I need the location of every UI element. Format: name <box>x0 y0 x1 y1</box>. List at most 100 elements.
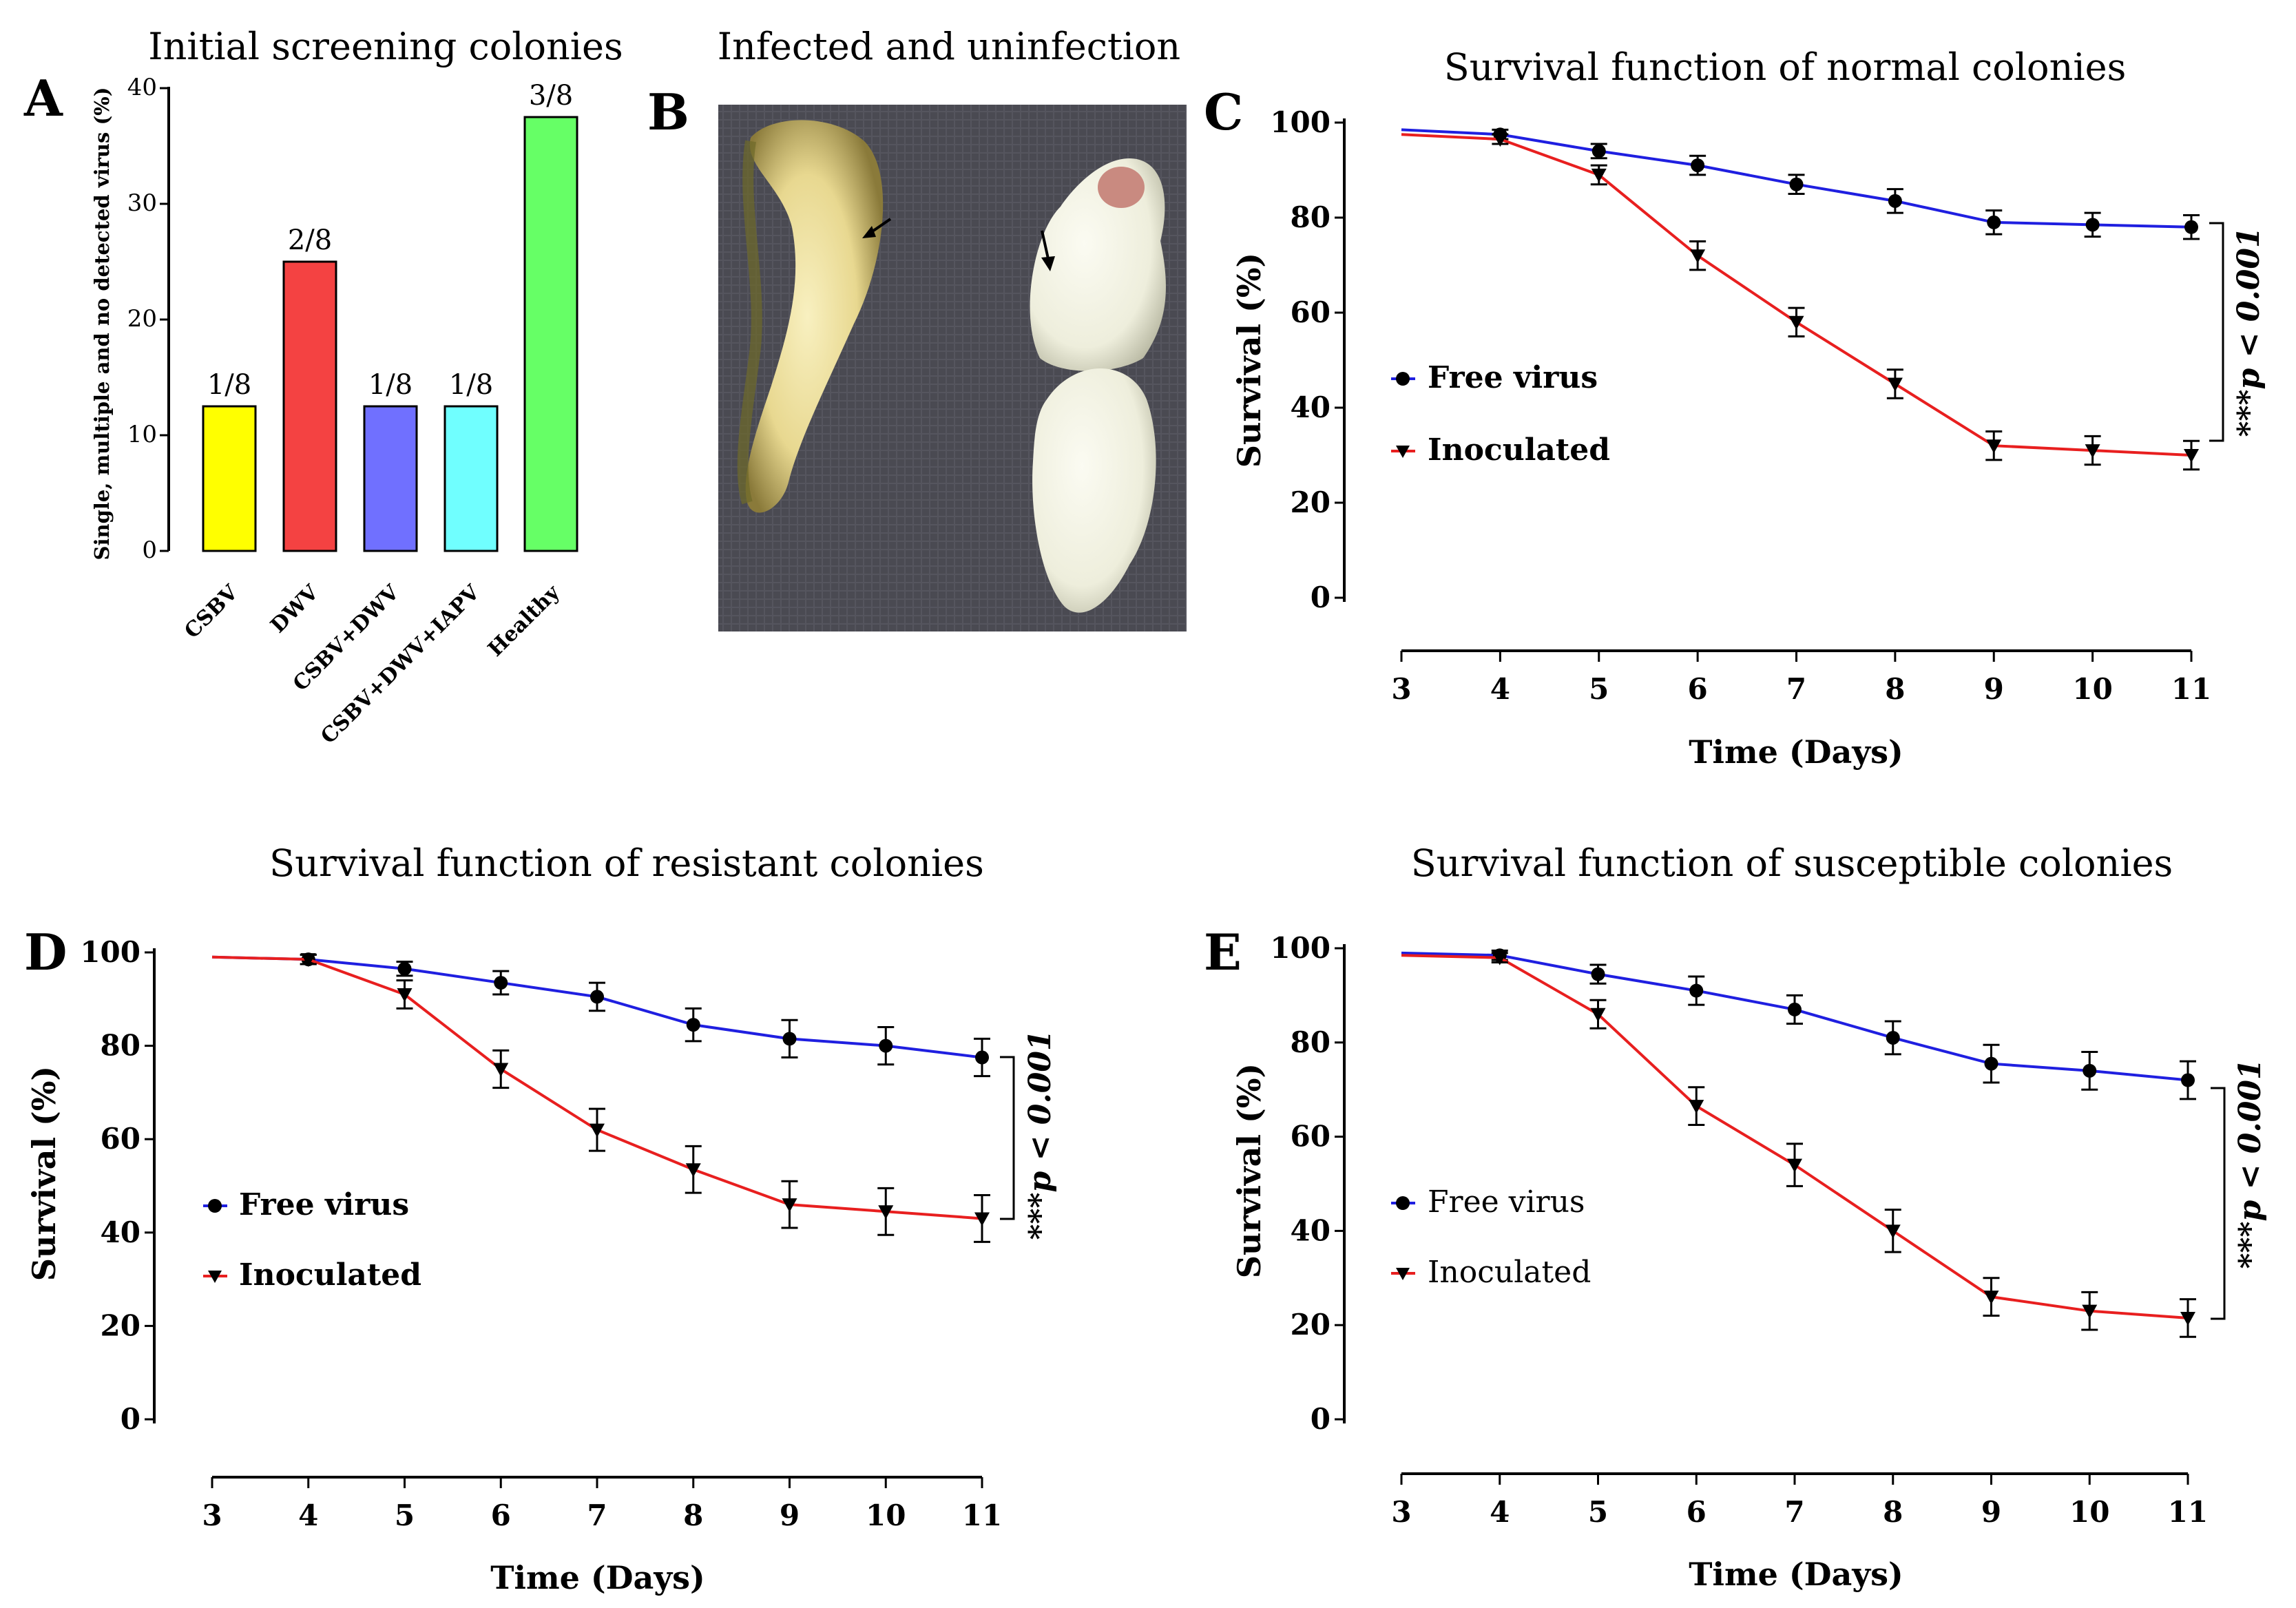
point-free-virus <box>2181 1073 2195 1087</box>
panel-c-survival-chart: Survival (%) Time (Days) Free virus Inoc… <box>1231 105 2266 771</box>
panel-letter-e: E <box>1204 923 1242 981</box>
point-free-virus <box>879 1038 893 1053</box>
y-tick-label: 0 <box>1311 1402 1330 1436</box>
panel-letter-d: D <box>24 923 67 981</box>
x-tick-label: 9 <box>780 1499 800 1532</box>
x-tick-label: 8 <box>683 1499 703 1532</box>
panel-letter-b: B <box>647 83 689 141</box>
point-inoculated <box>1887 377 1903 392</box>
x-tick-label: 4 <box>1490 1495 1510 1529</box>
point-free-virus <box>397 961 412 976</box>
point-inoculated <box>2184 449 2199 463</box>
panel-b-title: Infected and uninfection <box>718 25 1180 68</box>
x-tick-label: 11 <box>2168 1495 2208 1529</box>
panel-d-survival-chart: Survival (%) Time (Days) Free virus Inoc… <box>25 935 1058 1596</box>
bar-data-label: 3/8 <box>529 80 573 112</box>
point-free-virus <box>494 976 508 990</box>
bar-dwv <box>282 260 337 552</box>
point-inoculated <box>300 953 316 968</box>
point-free-virus <box>1788 1002 1802 1016</box>
point-inoculated <box>397 988 413 1003</box>
y-tick-label: 60 <box>1291 295 1330 329</box>
x-tick-label: 4 <box>298 1499 318 1532</box>
panel-a-y-axis-label: Single, multiple and no detected virus (… <box>90 87 114 561</box>
bar-data-label: 1/8 <box>368 369 413 401</box>
point-inoculated <box>1986 439 2002 454</box>
panel-e-legend-free-label: Free virus <box>1428 1184 1585 1220</box>
point-inoculated <box>1690 249 1706 264</box>
uninfected-pupa-top <box>1030 158 1166 371</box>
point-free-virus <box>975 1050 989 1065</box>
y-tick-label: 80 <box>1291 1025 1330 1059</box>
point-free-virus <box>1689 983 1704 998</box>
y-tick-label: 0 <box>121 1402 140 1436</box>
x-tick-label: 10 <box>2072 672 2112 706</box>
x-tick-label: 9 <box>1984 672 2004 706</box>
x-tick-label: 4 <box>1490 672 1510 706</box>
y-tick-label: 20 <box>1291 485 1330 519</box>
bar-csbv-dwv <box>363 405 418 552</box>
y-tick-label: 100 <box>1270 105 1330 139</box>
point-free-virus <box>1987 215 2001 229</box>
x-tick-label: 9 <box>1981 1495 2001 1529</box>
x-tick-label: 6 <box>1688 672 1708 706</box>
x-tick-label: 3 <box>1391 1495 1411 1529</box>
x-tick-label: 7 <box>587 1499 607 1532</box>
point-inoculated <box>1492 133 1508 147</box>
point-inoculated <box>1492 951 1507 965</box>
point-inoculated <box>878 1205 894 1220</box>
panel-c-legend-inoc-marker <box>1396 446 1410 458</box>
x-tick-label: 7 <box>1784 1495 1804 1529</box>
y-tick-label: 40 <box>101 1215 140 1249</box>
pupa-eye <box>1098 167 1145 208</box>
y-tick-label: 40 <box>1291 390 1330 424</box>
x-tick-label: 5 <box>1589 672 1609 706</box>
x-tick-label: 5 <box>395 1499 415 1532</box>
panel-e-significance-bracket <box>2211 1087 2226 1320</box>
panel-d-legend-inoc-label: Inoculated <box>239 1257 421 1293</box>
point-free-virus <box>1591 144 1606 158</box>
x-tick-label: 7 <box>1786 672 1806 706</box>
panel-a-title: Initial screening colonies <box>148 25 623 68</box>
panel-e-legend-inoc-marker <box>1396 1268 1410 1280</box>
y-tick-label: 60 <box>1291 1120 1330 1153</box>
x-tick-label: 6 <box>1687 1495 1707 1529</box>
point-free-virus <box>1984 1056 1998 1071</box>
x-tick-label: 8 <box>1885 672 1905 706</box>
point-free-virus <box>1886 1030 1900 1045</box>
infected-larva <box>745 120 884 513</box>
bar-data-label: 2/8 <box>288 225 332 256</box>
panel-c-legend-inoc-label: Inoculated <box>1428 432 1610 468</box>
panel-d-legend-free-label: Free virus <box>239 1187 409 1222</box>
point-free-virus <box>1888 194 1902 208</box>
panel-d-pvalue: ***p < 0.001 <box>1023 1030 1058 1240</box>
point-inoculated <box>1590 1007 1606 1022</box>
panel-c-y-axis-label: Survival (%) <box>1231 253 1268 468</box>
point-inoculated <box>685 1163 701 1178</box>
point-inoculated <box>1885 1224 1901 1239</box>
panel-d-significance-bracket <box>1000 1056 1015 1220</box>
point-free-virus <box>1789 177 1804 191</box>
panel-c-significance-bracket <box>2209 222 2224 442</box>
point-inoculated <box>1983 1291 1999 1305</box>
bar-data-label: 1/8 <box>449 369 493 401</box>
arrow-pupa-head <box>1041 256 1055 271</box>
panel-d-legend-free-marker <box>208 1199 222 1213</box>
point-inoculated <box>2085 444 2100 459</box>
bar-csbv-dwv-iapv <box>443 405 499 552</box>
panel-e-x-axis-label: Time (Days) <box>1689 1556 1903 1593</box>
y-tick-label: 20 <box>101 1308 140 1342</box>
x-tick-label: 8 <box>1883 1495 1903 1529</box>
panel-e-legend-inoc-label: Inoculated <box>1428 1255 1591 1290</box>
panel-d-y-axis-label: Survival (%) <box>25 1066 63 1281</box>
x-tick-label: 5 <box>1588 1495 1608 1529</box>
x-tick-label: 6 <box>491 1499 511 1532</box>
panel-e-title: Survival function of susceptible colonie… <box>1411 842 2173 885</box>
y-tick-label: 100 <box>1270 931 1330 965</box>
y-tick-label: 40 <box>1291 1213 1330 1247</box>
panel-letter-c: C <box>1204 83 1243 141</box>
point-inoculated <box>1591 168 1607 182</box>
point-inoculated <box>493 1063 509 1077</box>
x-tick-label: 10 <box>2069 1495 2109 1529</box>
